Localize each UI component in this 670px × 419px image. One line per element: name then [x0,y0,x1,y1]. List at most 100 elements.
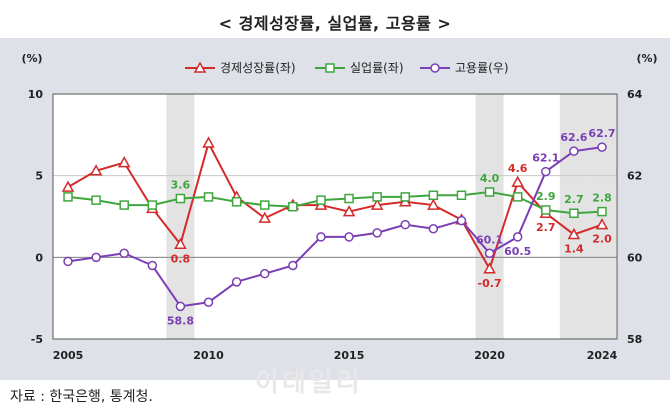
data-point [231,277,242,287]
data-point [456,215,467,226]
data-point [428,190,439,201]
left-tick-label: 0 [35,251,43,264]
data-point [117,156,131,168]
series-line-2 [67,146,603,308]
data-label: 62.1 [532,152,559,165]
data-point [63,256,73,267]
data-point [175,301,186,312]
data-point [175,193,186,204]
chart-svg: (%) (%) 10 5 0 -5 64 62 60 58 2005 2010 2015 2020 2024… [21,52,657,362]
data-point [400,192,411,202]
legend-label: 경제성장률(좌) [220,61,296,75]
right-tick-label: 64 [627,88,643,101]
data-point [202,136,215,148]
data-point [91,252,101,263]
x-tick-label: 2024 [587,349,618,362]
data-point [147,200,158,210]
data-point [456,190,467,201]
data-label: 0.8 [171,252,191,265]
data-point [428,224,439,234]
data-label: 60.5 [504,245,531,258]
left-axis-unit: (%) [21,52,42,65]
data-point [541,205,551,215]
data-label: 62.6 [560,131,587,144]
data-point [569,208,579,218]
data-point [400,219,411,230]
data-point [483,262,496,274]
legend-label: 고용률(우) [455,61,509,75]
data-point [316,232,326,242]
data-point [597,142,607,152]
data-label: 4.6 [508,162,528,175]
right-axis-unit: (%) [636,52,657,65]
right-tick-label: 60 [627,251,643,264]
right-tick-label: 58 [627,333,642,346]
data-label: 4.0 [480,172,500,185]
data-label: 2.7 [564,193,584,206]
legend-label: 실업률(좌) [350,61,404,75]
data-point [259,268,270,279]
x-tick-label: 2020 [474,349,505,362]
data-point [63,192,73,202]
data-point [91,195,101,205]
data-point [484,187,495,197]
data-point [511,175,524,187]
data-point [316,195,326,205]
data-point [231,197,242,207]
legend-marker [430,63,440,73]
data-point [61,180,75,192]
data-point [595,218,609,230]
plot-border [52,93,618,340]
data-point [147,260,158,271]
data-point [119,248,129,258]
data-point [203,192,214,202]
shade-band-2009 [166,94,195,339]
data-label: 2.0 [592,233,612,246]
data-point [119,200,129,210]
data-point [342,205,356,217]
plot-area [53,94,617,339]
data-label: 2.8 [592,192,612,205]
data-point [372,192,382,202]
data-label: 2.7 [536,221,556,234]
data-point [89,164,103,176]
data-point [344,193,354,204]
left-tick-label: 10 [28,88,44,101]
shade-band-2020 [475,94,504,339]
data-point [597,206,607,217]
data-point [372,228,382,238]
legend-marker [193,61,207,73]
data-point [370,198,384,210]
data-label: 62.7 [588,127,615,140]
right-tick-label: 62 [627,170,642,183]
left-tick-label: 5 [35,170,43,183]
data-label: 3.6 [171,179,191,192]
watermark: 이데일리 [255,368,363,398]
data-point [259,200,270,210]
data-label: -0.7 [478,277,502,290]
data-label: 58.8 [167,314,194,327]
data-point [427,198,440,210]
legend-marker [325,63,335,73]
data-point [512,192,523,202]
data-point [567,227,581,240]
source-note: 자료 : 한국은행, 통계청. [10,389,153,405]
x-tick-label: 2010 [193,349,224,362]
data-point [203,297,214,307]
data-point [344,232,354,242]
data-point [258,211,272,223]
x-tick-label: 2005 [53,349,84,362]
data-label: 1.4 [564,242,584,255]
data-point [484,248,495,258]
data-point [288,201,298,212]
x-tick-label: 2015 [334,349,365,362]
left-tick-label: -5 [31,333,43,346]
data-point [174,237,187,250]
shade-band-2024 [587,94,617,339]
chart-title: < 경제성장률, 실업률, 고용률 > [218,14,452,33]
data-point [541,166,551,177]
data-point [569,146,579,156]
data-point [288,260,298,271]
data-label: 2.9 [536,190,556,203]
data-label: 60.1 [476,233,503,246]
